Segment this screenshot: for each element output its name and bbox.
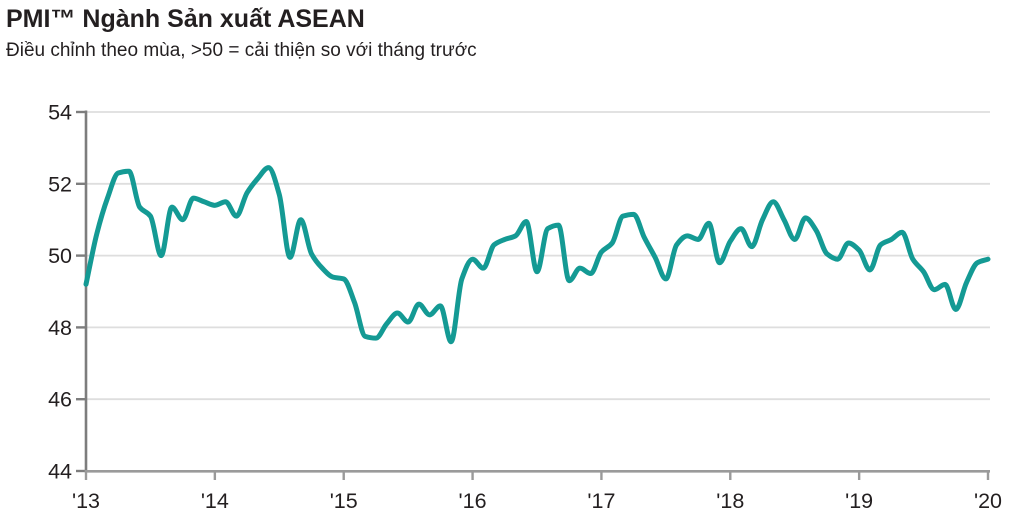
- chart-title: PMI™ Ngành Sản xuất ASEAN: [6, 5, 365, 33]
- chart-subtitle: Điều chỉnh theo mùa, >50 = cải thiện so …: [6, 40, 477, 62]
- x-axis-label: '16: [459, 489, 487, 513]
- x-axis-label: '13: [72, 489, 100, 513]
- pmi-series-line: [83, 165, 991, 345]
- x-axis-label: '14: [201, 489, 229, 513]
- y-axis-label: 48: [48, 316, 72, 340]
- y-axis-label: 50: [48, 244, 72, 268]
- x-axis-label: '17: [587, 489, 615, 513]
- y-axis-label: 52: [48, 172, 72, 196]
- x-axis-label: '15: [330, 489, 358, 513]
- y-axis-label: 44: [48, 460, 72, 484]
- chart-header: PMI™ Ngành Sản xuất ASEAN Điều chỉnh the…: [6, 4, 477, 63]
- x-axis-label: '18: [716, 489, 744, 513]
- y-axis-label: 54: [48, 101, 72, 125]
- x-axis-label: '19: [845, 489, 873, 513]
- y-axis-label: 46: [48, 388, 72, 412]
- x-axis-label: '20: [974, 489, 1002, 513]
